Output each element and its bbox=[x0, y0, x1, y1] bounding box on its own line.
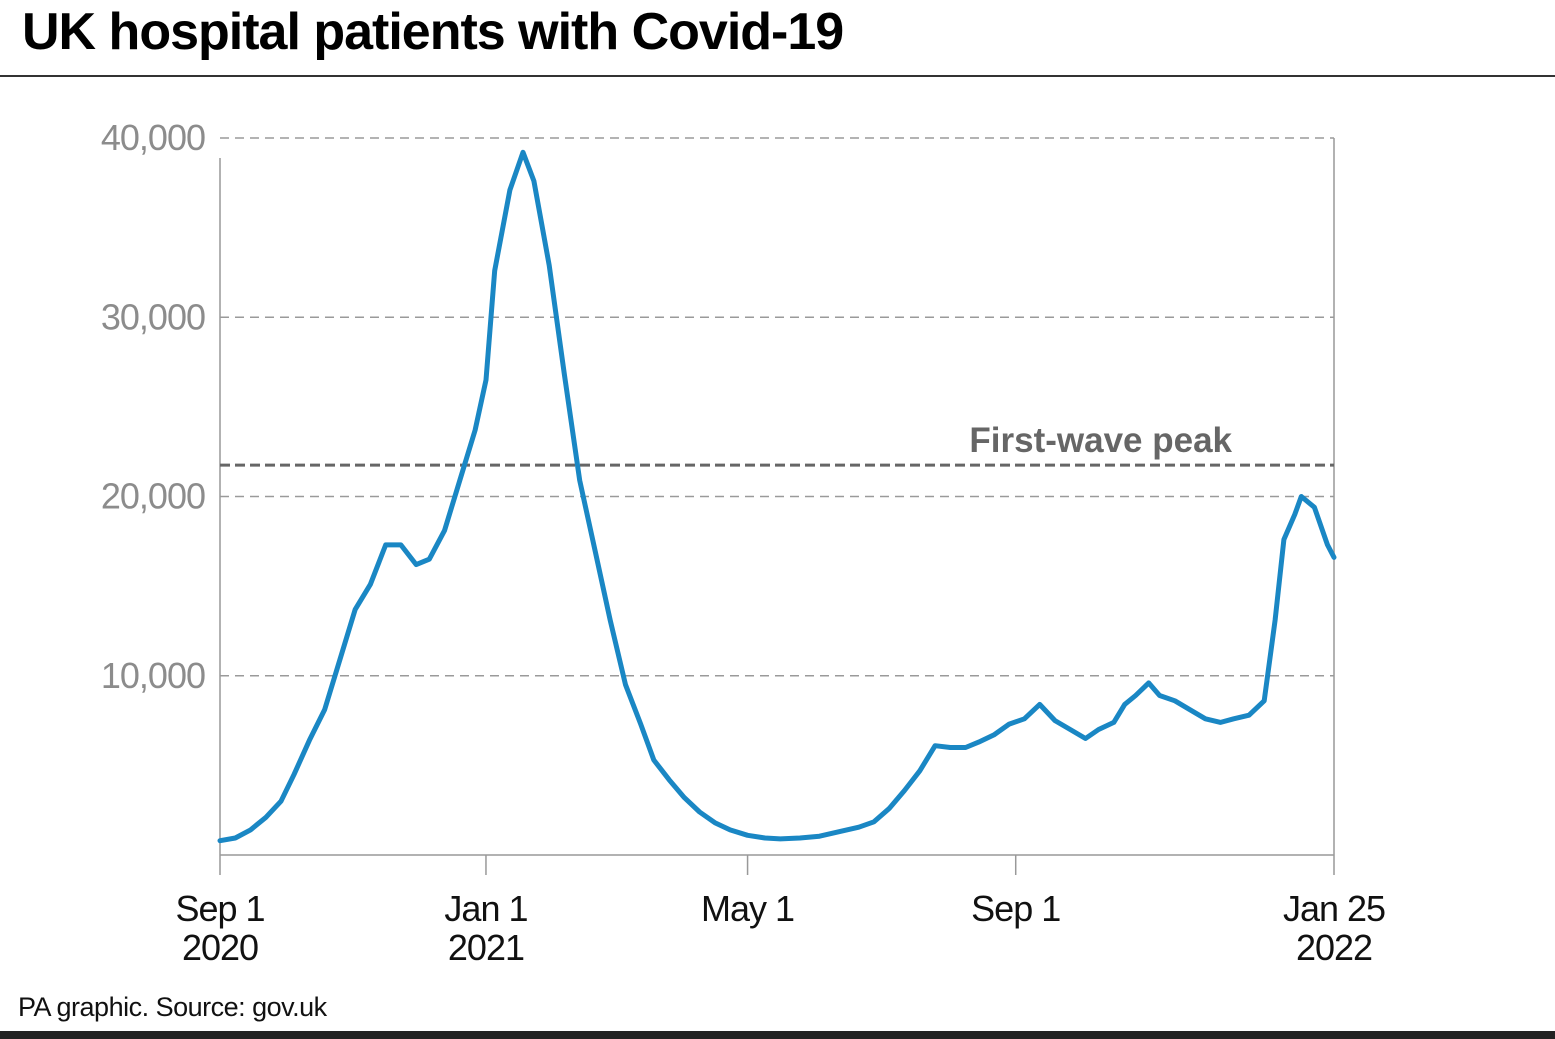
data-point bbox=[1219, 720, 1223, 724]
data-point bbox=[292, 772, 296, 776]
data-point bbox=[1299, 495, 1303, 498]
data-point bbox=[857, 825, 861, 829]
data-point bbox=[872, 820, 876, 824]
data-point bbox=[798, 836, 802, 840]
data-point bbox=[1068, 728, 1072, 732]
x-tick-label: Sep 1 bbox=[175, 888, 264, 929]
x-tick-label: Jan 25 bbox=[1283, 888, 1385, 929]
data-point bbox=[608, 618, 612, 622]
data-point bbox=[698, 810, 702, 814]
data-point bbox=[992, 733, 996, 737]
title-divider bbox=[0, 75, 1555, 77]
y-tick-label: 40,000 bbox=[101, 117, 205, 158]
data-point bbox=[1083, 736, 1087, 740]
x-tick-year-label: 2021 bbox=[448, 927, 524, 968]
data-point bbox=[1188, 708, 1192, 712]
data-point bbox=[887, 806, 891, 810]
data-point bbox=[1312, 505, 1316, 509]
data-point bbox=[399, 543, 403, 547]
data-point bbox=[1232, 717, 1236, 721]
data-point bbox=[307, 738, 311, 742]
data-point bbox=[1325, 543, 1329, 547]
data-point bbox=[508, 188, 512, 192]
data-point bbox=[473, 428, 477, 432]
data-point bbox=[1282, 538, 1286, 542]
data-point bbox=[414, 563, 418, 567]
data-point bbox=[233, 836, 237, 840]
data-point bbox=[521, 150, 525, 154]
source-note: PA graphic. Source: gov.uk bbox=[18, 992, 327, 1022]
data-point bbox=[532, 179, 536, 183]
data-point bbox=[1134, 693, 1138, 697]
bottom-bar bbox=[0, 1031, 1555, 1039]
data-point bbox=[353, 607, 357, 611]
data-point bbox=[1007, 722, 1011, 726]
data-point bbox=[323, 708, 327, 712]
x-tick-year-label: 2020 bbox=[182, 927, 258, 968]
data-point bbox=[918, 769, 922, 773]
y-tick-label: 20,000 bbox=[101, 476, 205, 517]
data-point bbox=[427, 557, 431, 561]
data-point bbox=[218, 839, 222, 843]
data-point bbox=[562, 373, 566, 377]
data-point bbox=[1123, 702, 1127, 706]
x-tick-label: May 1 bbox=[701, 888, 794, 929]
data-point bbox=[368, 582, 372, 586]
data-point bbox=[1203, 717, 1207, 721]
data-point bbox=[652, 758, 656, 762]
data-point bbox=[279, 799, 283, 803]
data-point bbox=[443, 529, 447, 533]
data-point bbox=[1053, 719, 1057, 723]
data-point bbox=[778, 837, 782, 841]
data-point bbox=[1262, 699, 1266, 703]
chart-title: UK hospital patients with Covid-19 bbox=[22, 3, 844, 61]
data-point bbox=[728, 828, 732, 832]
data-point bbox=[593, 548, 597, 552]
data-point bbox=[933, 744, 937, 748]
data-point bbox=[1022, 717, 1026, 721]
y-tick-label: 30,000 bbox=[101, 296, 205, 337]
data-point bbox=[1247, 713, 1251, 717]
data-point bbox=[763, 836, 767, 840]
data-point bbox=[1173, 699, 1177, 703]
data-point bbox=[1293, 512, 1297, 516]
data-point bbox=[1038, 702, 1042, 706]
data-point bbox=[713, 821, 717, 825]
x-tick-label: Jan 1 bbox=[444, 888, 527, 929]
data-point bbox=[623, 683, 627, 687]
data-point bbox=[264, 815, 268, 819]
series-line bbox=[217, 149, 1337, 844]
data-point bbox=[746, 833, 750, 837]
data-point bbox=[667, 778, 671, 782]
data-point bbox=[977, 740, 981, 744]
data-point bbox=[639, 722, 643, 726]
data-point bbox=[1112, 720, 1116, 724]
x-tick-year-label: 2022 bbox=[1296, 927, 1372, 968]
data-point bbox=[1147, 681, 1151, 685]
data-point bbox=[338, 658, 342, 662]
first-wave-peak-label: First-wave peak bbox=[969, 421, 1232, 460]
data-point bbox=[578, 478, 582, 482]
data-point bbox=[837, 830, 841, 834]
data-point bbox=[384, 543, 388, 547]
data-point bbox=[547, 263, 551, 267]
data-point bbox=[1332, 555, 1336, 559]
data-point bbox=[493, 269, 497, 273]
y-tick-label: 10,000 bbox=[101, 655, 205, 696]
data-point bbox=[948, 745, 952, 749]
data-point bbox=[249, 828, 253, 832]
data-point bbox=[903, 788, 907, 792]
data-point bbox=[964, 745, 968, 749]
data-point bbox=[458, 478, 462, 482]
data-point bbox=[682, 796, 686, 800]
data-point bbox=[818, 834, 822, 838]
x-tick-label: Sep 1 bbox=[971, 888, 1060, 929]
data-point bbox=[1097, 728, 1101, 732]
data-point bbox=[1158, 693, 1162, 697]
data-point bbox=[1273, 618, 1277, 622]
data-point bbox=[484, 378, 488, 382]
